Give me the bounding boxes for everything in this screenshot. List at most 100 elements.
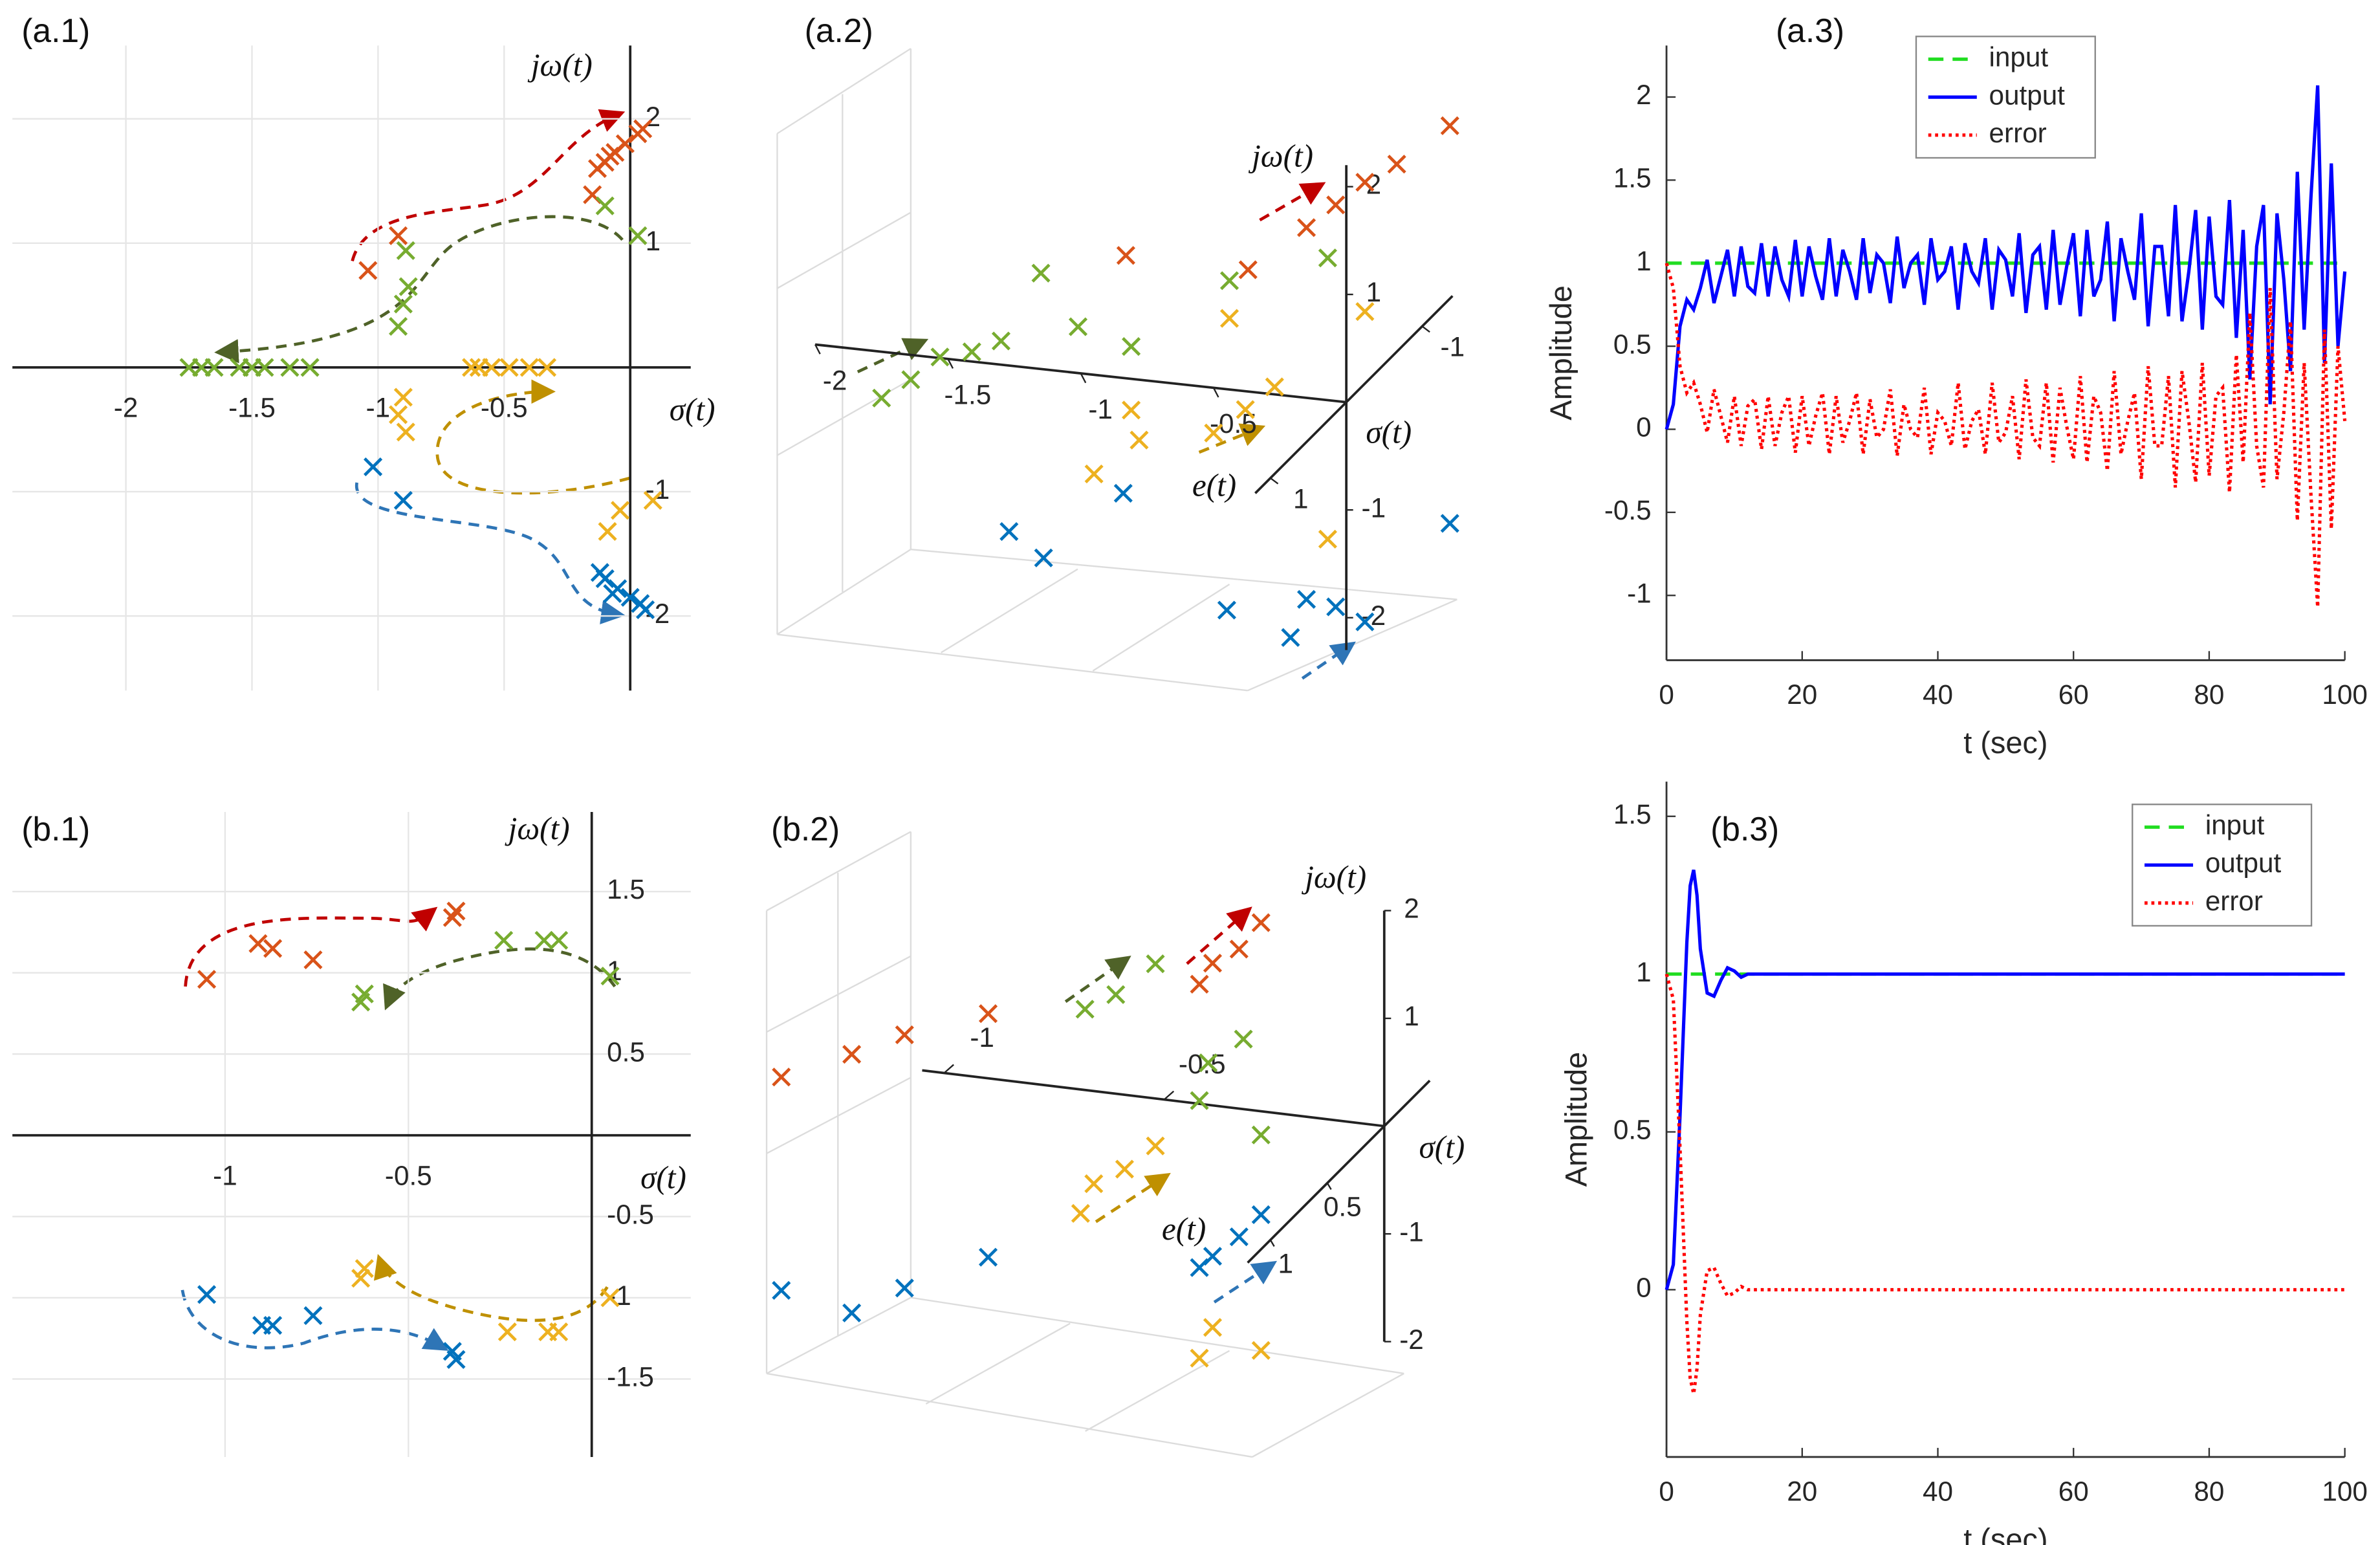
marker-x — [598, 521, 617, 542]
marker-x — [842, 1303, 862, 1322]
legend-label: input — [2205, 810, 2265, 840]
x-axis-label: t (sec) — [1963, 726, 2047, 760]
series-line — [1665, 85, 2347, 430]
marker-x — [300, 358, 320, 377]
series-line — [1665, 870, 2345, 1291]
sigma-tick-label: -0.5 — [1179, 1049, 1226, 1079]
panel-label: (a.1) — [21, 12, 90, 49]
x-axis-label: σ(t) — [670, 391, 715, 427]
marker-x — [1251, 1341, 1271, 1360]
marker-x — [1146, 954, 1165, 974]
marker-x — [499, 358, 519, 377]
marker-x — [446, 1350, 466, 1369]
x-tick-label: 0 — [1659, 679, 1674, 710]
y-tick-label: 2 — [646, 102, 661, 132]
marker-x — [643, 490, 662, 510]
marker-x — [895, 1025, 914, 1045]
marker-x — [1251, 1125, 1271, 1145]
marker-x — [1219, 309, 1239, 328]
marker-x — [393, 294, 413, 314]
marker-x — [600, 967, 620, 986]
marker-x — [242, 358, 262, 377]
x-tick-label: 60 — [2058, 679, 2089, 710]
marker-x — [389, 316, 408, 336]
marker-x — [549, 930, 569, 950]
x-axis-label: t (sec) — [1963, 1523, 2047, 1545]
marker-x — [978, 1004, 998, 1024]
marker-x — [1122, 337, 1141, 356]
marker-x — [303, 1306, 323, 1326]
series-line — [1665, 973, 2345, 1394]
x-tick-label: -0.5 — [481, 393, 528, 423]
marker-x — [389, 226, 408, 245]
omega-tick-label: 1 — [1366, 277, 1381, 307]
marker-x — [1204, 423, 1223, 443]
marker-x — [1229, 1227, 1249, 1247]
marker-x — [615, 134, 635, 153]
marker-x — [303, 950, 323, 970]
error-axis-label: e(t) — [1162, 1211, 1206, 1247]
marker-x — [519, 358, 539, 377]
marker-x — [351, 1269, 371, 1288]
marker-x — [1084, 464, 1104, 484]
marker-x — [191, 358, 212, 377]
marker-x — [999, 521, 1019, 542]
x-tick-label: -1.5 — [228, 393, 276, 423]
marker-x — [1229, 939, 1249, 959]
omega-axis-label: jω(t) — [1248, 138, 1313, 174]
marker-x — [1075, 1000, 1095, 1019]
marker-x — [1251, 1205, 1271, 1225]
marker-x — [1355, 173, 1375, 192]
marker-x — [842, 1045, 862, 1064]
marker-x — [197, 1285, 217, 1304]
marker-x — [978, 1247, 998, 1267]
box-3d-b2 — [765, 831, 1404, 1458]
legend-label: output — [1989, 80, 2066, 110]
sigma-tick-label: -1 — [970, 1022, 994, 1053]
marker-x — [446, 901, 466, 921]
marker-x — [1203, 954, 1223, 973]
marker-x — [1355, 612, 1375, 631]
marker-x — [1265, 377, 1284, 397]
sigma-tick-label: -1.5 — [944, 380, 991, 410]
sigma-tick-label: -2 — [823, 365, 847, 395]
panel-label: (a.3) — [1776, 12, 1844, 49]
x-tick-label: 100 — [2322, 679, 2367, 710]
box-3d-a2 — [776, 48, 1457, 692]
y-tick-label: 1.5 — [1613, 799, 1652, 829]
y-tick-label: 1 — [1636, 246, 1651, 276]
tick-mark — [1270, 477, 1279, 485]
marker-x — [1219, 271, 1239, 290]
marker-x — [393, 490, 413, 510]
tick-mark — [1269, 1239, 1275, 1247]
y-axis-label: Amplitude — [1559, 1052, 1593, 1187]
marker-x — [1031, 263, 1051, 283]
marker-x — [1326, 195, 1346, 215]
marker-x — [396, 241, 415, 260]
omega-tick-label: -2 — [1362, 600, 1386, 631]
marker-x — [1068, 317, 1088, 336]
marker-x — [590, 563, 609, 582]
marker-x — [351, 992, 371, 1012]
marker-x — [1281, 628, 1300, 647]
marker-x — [396, 422, 415, 442]
x-tick-label: 40 — [1923, 1476, 1953, 1506]
y-tick-label: -1.5 — [607, 1362, 654, 1392]
marker-x — [901, 370, 921, 389]
marker-x — [600, 146, 620, 166]
marker-x — [628, 226, 648, 245]
marker-x — [1440, 514, 1459, 533]
x-tick-label: 0 — [1659, 1476, 1674, 1506]
legend-label: input — [1989, 42, 2049, 72]
sigma-axis-label: σ(t) — [1419, 1129, 1465, 1165]
marker-x — [364, 457, 383, 477]
error-tick-label: -1 — [1441, 332, 1465, 362]
y-tick-label: 0.5 — [1613, 329, 1652, 359]
y-tick-label: 0 — [1636, 412, 1651, 443]
marker-x — [991, 331, 1011, 351]
marker-x — [895, 1278, 914, 1298]
marker-x — [600, 1288, 620, 1308]
marker-x — [469, 358, 488, 377]
marker-x — [1217, 600, 1236, 620]
